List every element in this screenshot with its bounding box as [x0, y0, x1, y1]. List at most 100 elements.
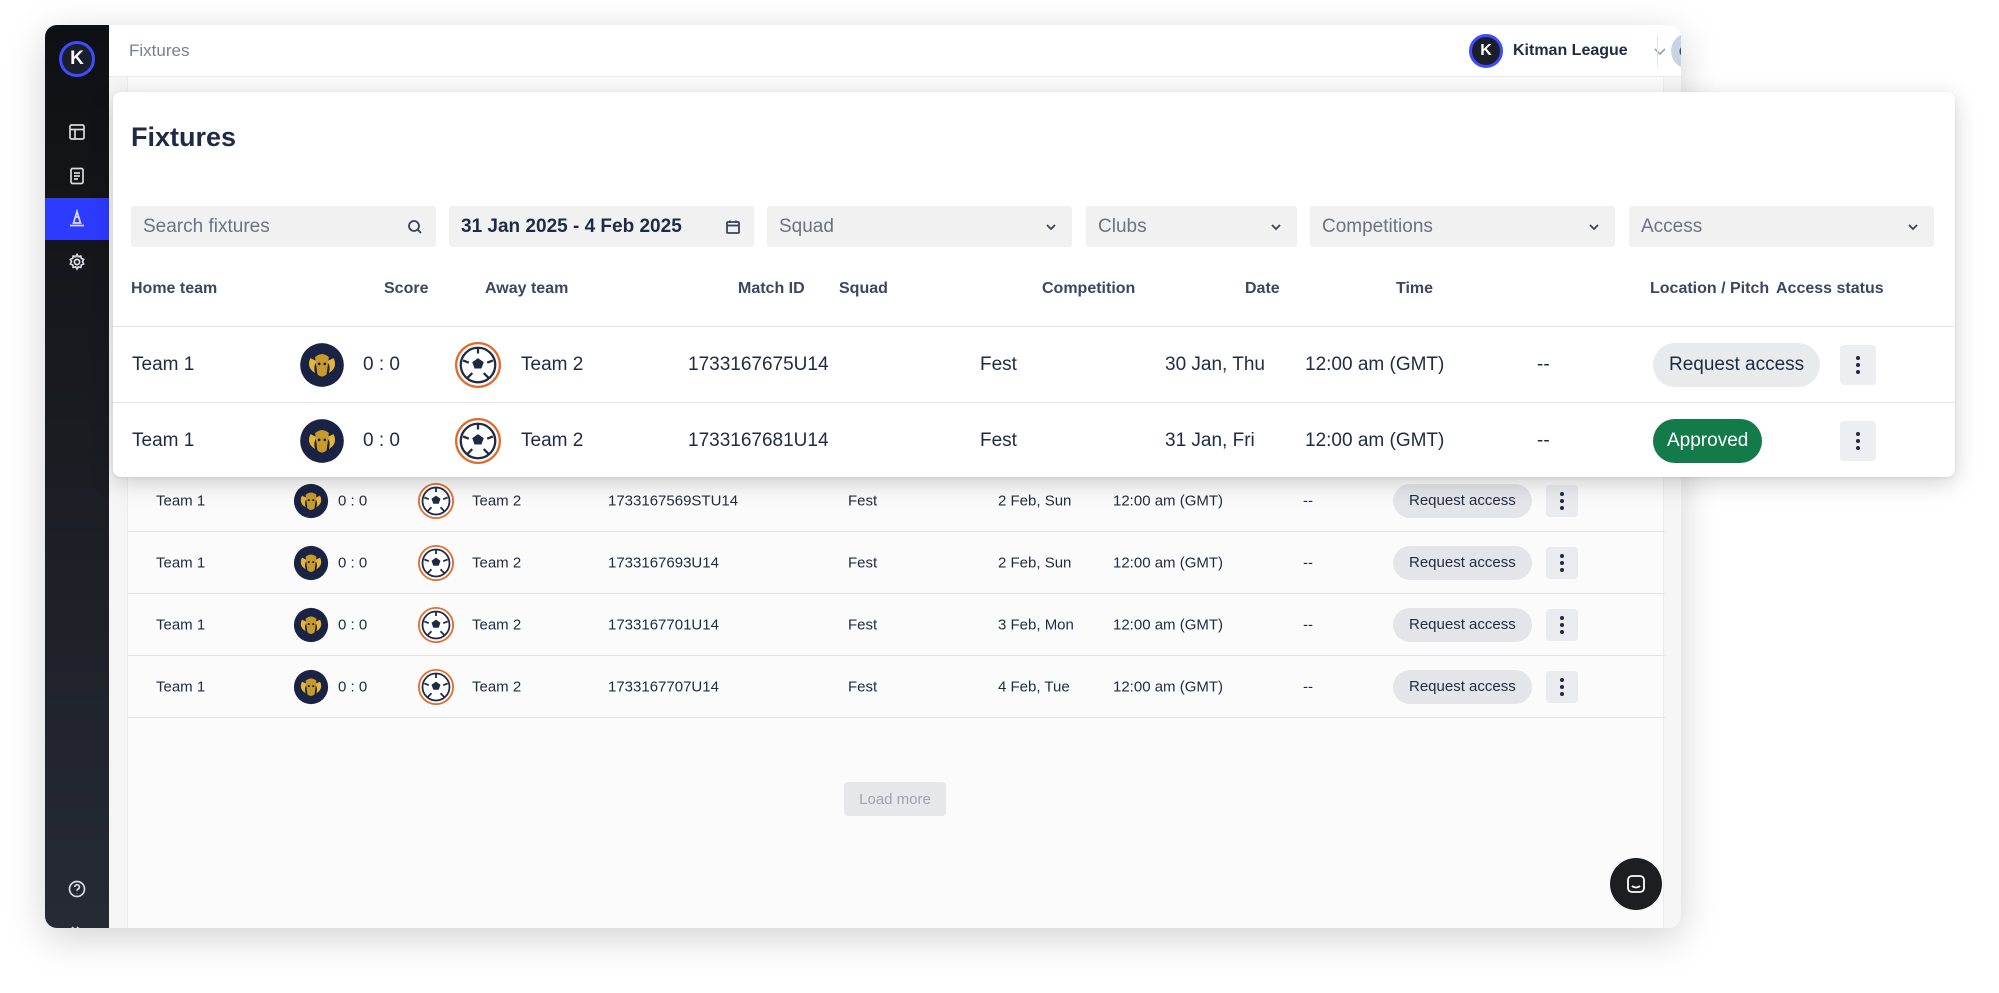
time: 12:00 am (GMT)	[1113, 492, 1224, 509]
row-menu-button[interactable]	[1546, 670, 1578, 703]
score: 0 : 0	[363, 429, 400, 451]
sidebar-item-settings[interactable]	[45, 241, 109, 283]
request-access-button[interactable]: Request access	[1653, 342, 1821, 387]
more-vertical-icon	[1560, 677, 1564, 696]
row-menu-button[interactable]	[1840, 344, 1876, 385]
away-team: Team 2	[472, 616, 522, 633]
request-access-button[interactable]: Request access	[1393, 669, 1532, 704]
home-team: Team 1	[156, 554, 206, 571]
column-header-time[interactable]: Time	[1396, 280, 1434, 297]
score: 0 : 0	[338, 678, 368, 695]
column-header-access-status[interactable]: Access status	[1776, 280, 1884, 297]
more-vertical-icon	[1560, 553, 1564, 572]
away-team: Team 2	[472, 678, 522, 695]
column-header-score[interactable]: Score	[384, 280, 429, 297]
competition: Fest	[980, 429, 1017, 451]
request-access-button[interactable]: Request access	[1393, 545, 1532, 580]
access-select[interactable]: Access	[1629, 206, 1934, 247]
table-row: Team 1 0 : 0 Team 2 1733167693U14 Fest 2…	[128, 532, 1665, 594]
location: --	[1303, 492, 1313, 509]
request-access-button[interactable]: Request access	[1393, 483, 1532, 518]
document-icon	[70, 167, 84, 185]
soccer-ball-logo-icon	[455, 417, 501, 464]
sidebar-item-documents[interactable]	[45, 155, 109, 197]
request-access-button[interactable]: Request access	[1393, 607, 1532, 642]
load-more-button[interactable]: Load more	[844, 782, 946, 816]
kitman-logo[interactable]: K	[59, 41, 95, 77]
table-row: Team 1 0 : 0 Team 2 1733167701U14 Fest 3…	[128, 594, 1665, 656]
competition: Fest	[848, 678, 878, 695]
sidebar-item-dashboard[interactable]	[45, 111, 109, 153]
expand-icon	[71, 926, 80, 928]
help-button[interactable]	[45, 868, 109, 910]
away-team: Team 2	[472, 492, 522, 509]
chevron-down-icon	[1589, 223, 1599, 230]
more-vertical-icon	[1856, 355, 1860, 374]
cone-icon	[70, 209, 84, 227]
home-team: Team 1	[156, 492, 206, 509]
date: 31 Jan, Fri	[1165, 429, 1255, 451]
sidebar-item-fixtures[interactable]	[45, 198, 109, 240]
more-vertical-icon	[1856, 431, 1860, 450]
squad-select-label: Squad	[779, 215, 834, 237]
row-menu-button[interactable]	[1546, 546, 1578, 579]
date: 30 Jan, Thu	[1165, 353, 1266, 375]
access-select-label: Access	[1641, 215, 1703, 237]
calendar-icon	[726, 220, 740, 234]
column-header-squad[interactable]: Squad	[839, 280, 888, 297]
match-id: 1733167693U14	[608, 554, 719, 571]
score: 0 : 0	[363, 353, 400, 375]
column-header-competition[interactable]: Competition	[1042, 280, 1136, 297]
score: 0 : 0	[338, 554, 368, 571]
squad-select[interactable]: Squad	[767, 206, 1072, 247]
chat-button[interactable]	[1610, 858, 1662, 910]
row-menu-button[interactable]	[1546, 608, 1578, 641]
search-input[interactable]	[143, 215, 406, 238]
competitions-select[interactable]: Competitions	[1310, 206, 1615, 247]
location: --	[1303, 616, 1313, 633]
date: 2 Feb, Sun	[998, 492, 1072, 509]
page-title: Fixtures	[131, 122, 237, 152]
clubs-select[interactable]: Clubs	[1086, 206, 1297, 247]
match-id: 1733167681U14	[688, 429, 829, 451]
home-team: Team 1	[156, 616, 206, 633]
away-team: Team 2	[521, 353, 584, 375]
gear-icon	[69, 252, 85, 271]
date-range-picker[interactable]: 31 Jan 2025 - 4 Feb 2025	[449, 206, 754, 247]
competition: Fest	[848, 616, 878, 633]
table-row: Team 1 0 : 0 Team 2 1733167569STU14 Fest…	[128, 470, 1665, 532]
date: 2 Feb, Sun	[998, 554, 1072, 571]
organization-switcher[interactable]: K Kitman League	[1469, 34, 1668, 68]
match-id: 1733167675U14	[688, 353, 829, 375]
soccer-ball-logo-icon	[418, 606, 454, 643]
away-team: Team 2	[521, 429, 584, 451]
column-header-away-team[interactable]: Away team	[485, 280, 569, 297]
layout-icon	[69, 124, 85, 140]
chevron-down-icon	[1271, 223, 1281, 230]
score: 0 : 0	[338, 616, 368, 633]
location: --	[1303, 678, 1313, 695]
date: 4 Feb, Tue	[998, 678, 1070, 695]
column-header-home-team[interactable]: Home team	[131, 280, 218, 297]
row-menu-button[interactable]	[1546, 484, 1578, 517]
more-vertical-icon	[1560, 615, 1564, 634]
date-range-value: 31 Jan 2025 - 4 Feb 2025	[461, 215, 682, 237]
ram-logo-icon	[293, 545, 329, 581]
ram-logo-icon	[293, 483, 329, 519]
divider	[1657, 35, 1658, 67]
column-header-date[interactable]: Date	[1245, 280, 1280, 297]
expand-sidebar-button[interactable]	[45, 911, 109, 928]
column-header-match-id[interactable]: Match ID	[738, 280, 805, 297]
column-header-location[interactable]: Location / Pitch	[1650, 280, 1770, 297]
match-id: 1733167701U14	[608, 616, 719, 633]
user-avatar[interactable]: CD	[1671, 33, 1681, 69]
search-field[interactable]	[131, 206, 436, 247]
organization-logo: K	[1469, 34, 1503, 68]
row-menu-button[interactable]	[1840, 420, 1876, 461]
time: 12:00 am (GMT)	[1113, 678, 1224, 695]
approved-status-badge: Approved	[1653, 418, 1763, 463]
location: --	[1303, 554, 1313, 571]
table-row: Team 1 0 : 0 Team 2 1733167681U14 Fest 3…	[113, 402, 1955, 478]
table-row: Team 1 0 : 0 Team 2 1733167707U14 Fest 4…	[128, 656, 1665, 718]
time: 12:00 am (GMT)	[1113, 616, 1224, 633]
